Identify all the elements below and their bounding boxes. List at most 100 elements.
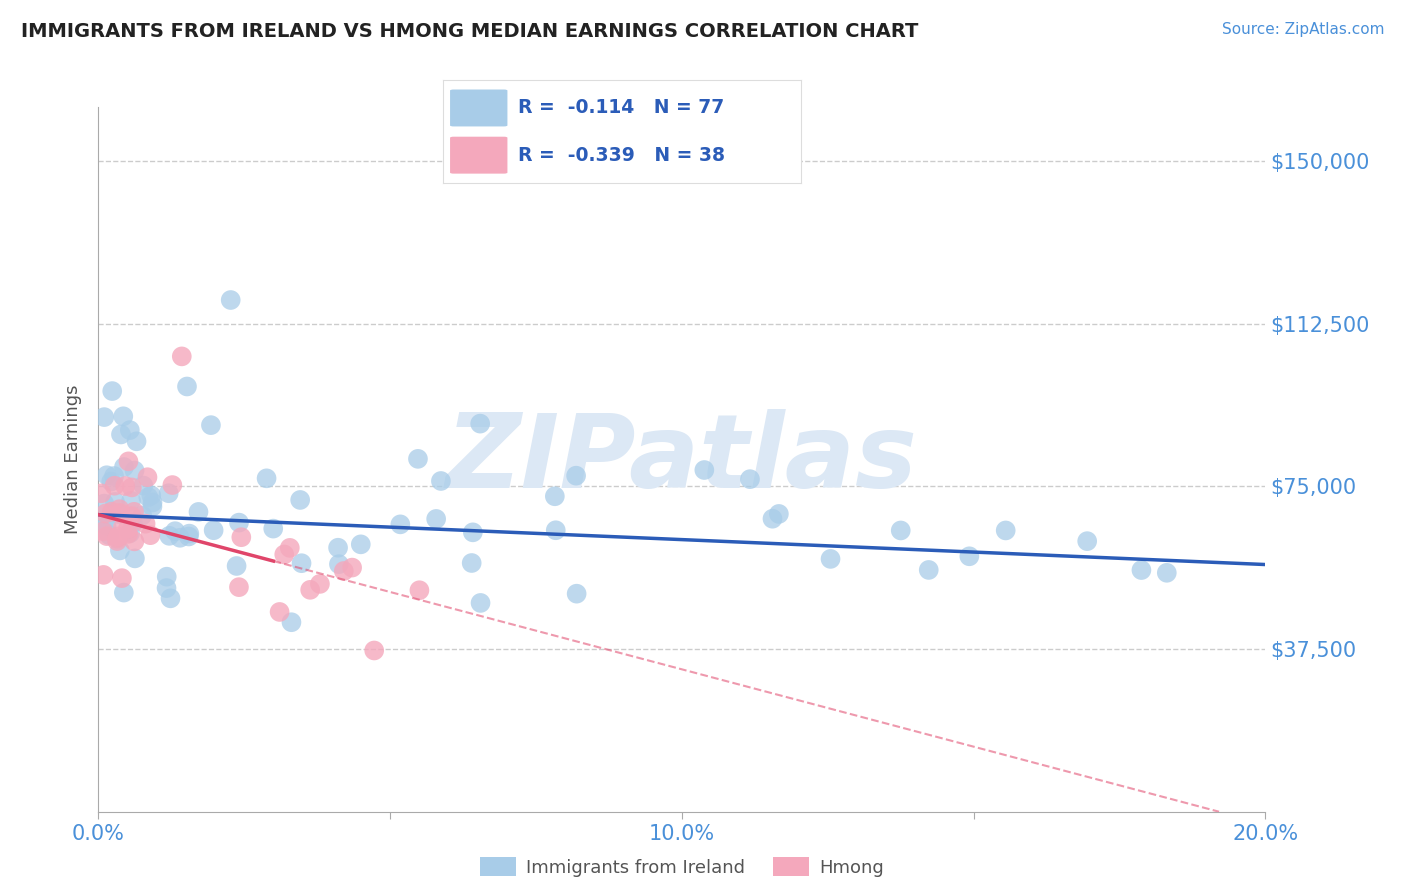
Legend: Immigrants from Ireland, Hmong: Immigrants from Ireland, Hmong — [472, 850, 891, 884]
Point — [328, 557, 350, 571]
Point — [1076, 534, 1098, 549]
Point — [280, 615, 302, 630]
Point — [170, 350, 193, 364]
Point — [273, 548, 295, 562]
Point — [136, 490, 159, 504]
Point — [141, 500, 163, 514]
Point — [93, 514, 115, 528]
Point — [114, 479, 136, 493]
Point — [136, 470, 159, 484]
Point — [326, 541, 349, 555]
Point — [124, 534, 146, 549]
Point — [111, 571, 134, 585]
Point — [179, 526, 201, 541]
Point — [165, 524, 187, 538]
Point — [141, 495, 163, 509]
Point — [228, 580, 250, 594]
Point — [124, 463, 146, 477]
Point — [389, 517, 412, 532]
Point — [135, 516, 157, 531]
Point — [112, 585, 135, 599]
Point — [820, 552, 842, 566]
Point — [278, 541, 301, 555]
Point — [122, 505, 145, 519]
Point — [544, 489, 567, 503]
Point — [350, 537, 373, 551]
Text: R =  -0.114   N = 77: R = -0.114 N = 77 — [519, 98, 724, 118]
Point — [121, 509, 143, 524]
Point — [91, 524, 114, 539]
Point — [125, 434, 148, 449]
Point — [169, 531, 191, 545]
Text: ZIPatlas: ZIPatlas — [446, 409, 918, 510]
Point — [93, 410, 115, 425]
Point — [200, 418, 222, 433]
Point — [157, 529, 180, 543]
Point — [994, 524, 1017, 538]
Point — [111, 521, 134, 535]
Point — [256, 471, 278, 485]
Point — [1130, 563, 1153, 577]
Point — [103, 469, 125, 483]
Point — [269, 605, 291, 619]
Point — [470, 596, 492, 610]
Y-axis label: Median Earnings: Median Earnings — [65, 384, 83, 534]
Point — [93, 497, 115, 511]
Point — [100, 505, 122, 519]
Point — [120, 526, 142, 541]
Point — [693, 463, 716, 477]
Point — [105, 534, 128, 549]
FancyBboxPatch shape — [450, 136, 508, 174]
Point — [225, 558, 247, 573]
Point — [96, 529, 118, 543]
Point — [156, 569, 179, 583]
Point — [162, 478, 184, 492]
Point — [202, 523, 225, 537]
Point — [565, 468, 588, 483]
Point — [96, 519, 118, 533]
Point — [1156, 566, 1178, 580]
Point — [408, 583, 430, 598]
Point — [141, 488, 163, 502]
Point — [139, 528, 162, 542]
Point — [118, 423, 141, 437]
Point — [120, 493, 142, 508]
Point — [108, 506, 131, 520]
Point — [177, 529, 200, 543]
Point — [430, 474, 453, 488]
Point — [132, 478, 155, 492]
Point — [406, 451, 429, 466]
Point — [101, 384, 124, 398]
Point — [108, 502, 131, 516]
Point — [231, 530, 253, 544]
Point — [107, 529, 129, 543]
Point — [121, 480, 143, 494]
Point — [110, 427, 132, 442]
Point — [219, 293, 242, 307]
Point — [117, 454, 139, 468]
Point — [363, 643, 385, 657]
Point — [96, 468, 118, 483]
Point — [761, 512, 783, 526]
Point — [105, 532, 128, 546]
Point — [124, 551, 146, 566]
Point — [262, 522, 284, 536]
Point — [117, 527, 139, 541]
Point — [104, 495, 127, 509]
Point — [112, 460, 135, 475]
Point — [108, 543, 131, 558]
Point — [94, 507, 117, 521]
Text: IMMIGRANTS FROM IRELAND VS HMONG MEDIAN EARNINGS CORRELATION CHART: IMMIGRANTS FROM IRELAND VS HMONG MEDIAN … — [21, 22, 918, 41]
Point — [309, 577, 332, 591]
Point — [117, 522, 139, 536]
Point — [90, 486, 112, 500]
Point — [333, 564, 356, 578]
Point — [176, 379, 198, 393]
Point — [461, 525, 484, 540]
Point — [890, 524, 912, 538]
Point — [93, 568, 115, 582]
FancyBboxPatch shape — [450, 89, 508, 127]
Point — [957, 549, 980, 564]
Point — [425, 512, 447, 526]
Point — [460, 556, 482, 570]
